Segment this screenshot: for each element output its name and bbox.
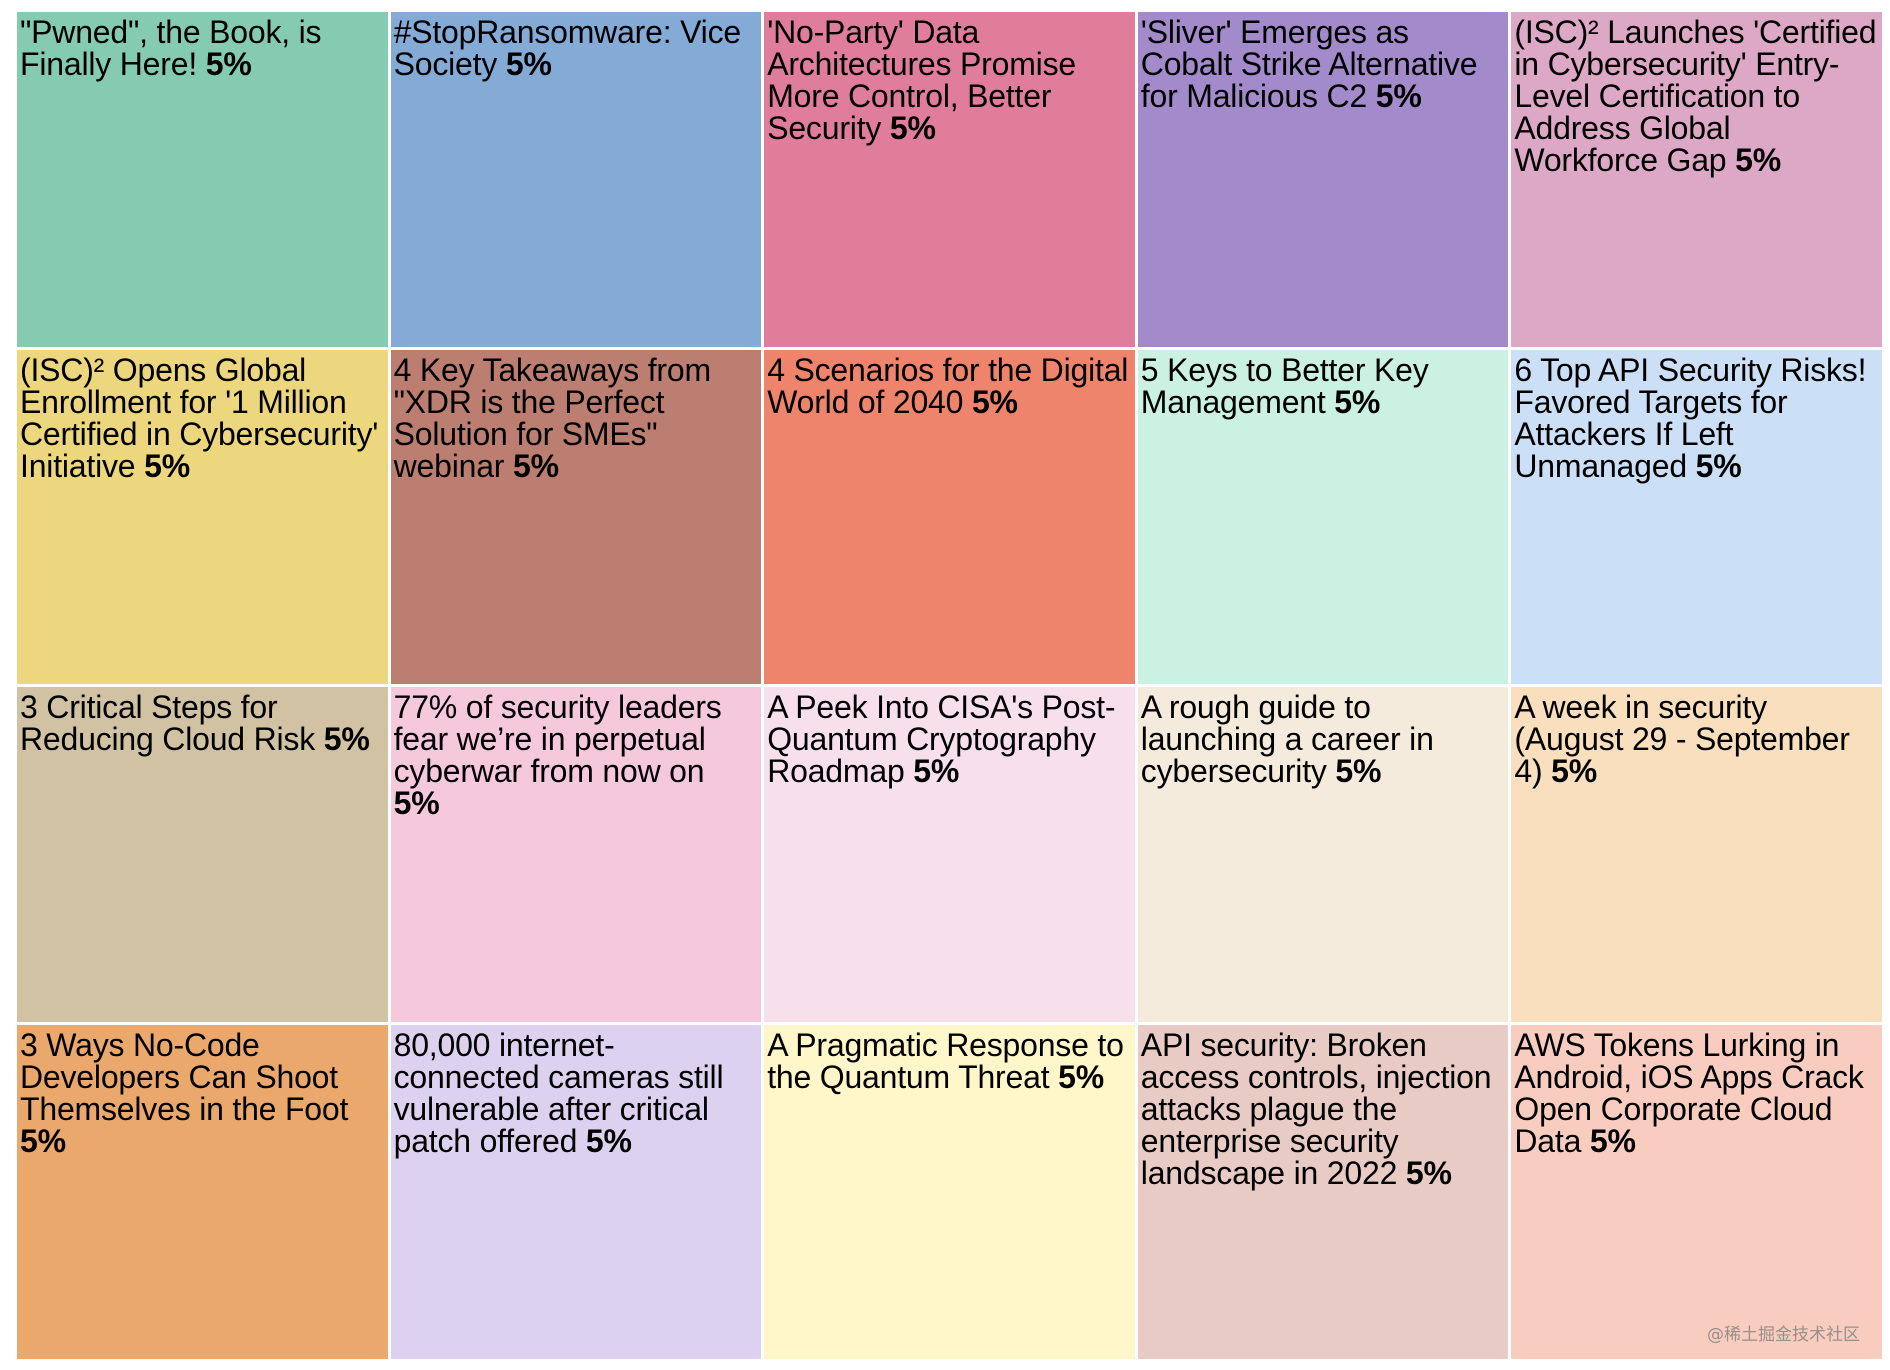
- treemap-cell[interactable]: (ISC)² Opens Global Enrollment for '1 Mi…: [17, 349, 388, 684]
- cell-value: 5%: [1589, 1122, 1636, 1159]
- cell-value: 5%: [20, 1122, 66, 1159]
- cell-label: 4 Key Takeaways from "XDR is the Perfect…: [393, 351, 712, 484]
- cell-label: 5 Keys to Better Key Management: [1140, 351, 1429, 420]
- treemap-cell[interactable]: A rough guide to launching a career in c…: [1137, 687, 1509, 1022]
- cell-value: 5%: [1335, 753, 1382, 789]
- cell-label: (ISC)² Opens Global Enrollment for '1 Mi…: [20, 351, 379, 484]
- cell-label: 80,000 internet-connected cameras still …: [393, 1026, 724, 1159]
- cell-label: A Pragmatic Response to the Quantum Thre…: [767, 1026, 1124, 1095]
- cell-label: "Pwned", the Book, is Finally Here!: [20, 14, 322, 82]
- treemap-cell[interactable]: 'No-Party' Data Architectures Promise Mo…: [764, 12, 1135, 347]
- treemap-cell[interactable]: A Peek Into CISA's Post-Quantum Cryptogr…: [764, 687, 1135, 1022]
- cell-value: 5%: [323, 721, 370, 757]
- cell-label: 'No-Party' Data Architectures Promise Mo…: [767, 14, 1076, 146]
- cell-value: 5%: [1551, 753, 1598, 789]
- cell-label: 3 Critical Steps for Reducing Cloud Risk: [20, 689, 316, 757]
- treemap-cell[interactable]: AWS Tokens Lurking in Android, iOS Apps …: [1511, 1024, 1882, 1359]
- treemap-chart: "Pwned", the Book, is Finally Here! 5% #S…: [17, 12, 1885, 1362]
- cell-value: 5%: [1695, 447, 1742, 484]
- cell-label: 4 Scenarios for the Digital World of 204…: [767, 351, 1129, 420]
- cell-label: 77% of security leaders fear we’re in pe…: [393, 689, 722, 789]
- cell-value: 5%: [393, 785, 440, 821]
- treemap-cell[interactable]: "Pwned", the Book, is Finally Here! 5%: [17, 12, 388, 347]
- cell-value: 5%: [512, 447, 559, 484]
- cell-value: 5%: [1405, 1154, 1452, 1191]
- cell-value: 5%: [1735, 142, 1781, 178]
- cell-label: A week in security (August 29 - Septembe…: [1514, 689, 1850, 789]
- treemap-cell[interactable]: 3 Ways No-Code Developers Can Shoot Them…: [17, 1024, 388, 1359]
- cell-label: A rough guide to launching a career in c…: [1140, 689, 1434, 789]
- cell-label: AWS Tokens Lurking in Android, iOS Apps …: [1514, 1026, 1864, 1159]
- treemap-cell[interactable]: 3 Critical Steps for Reducing Cloud Risk…: [17, 687, 388, 1022]
- cell-label: API security: Broken access controls, in…: [1140, 1026, 1492, 1191]
- cell-label: 3 Ways No-Code Developers Can Shoot Them…: [20, 1026, 349, 1127]
- cell-value: 5%: [205, 46, 252, 82]
- cell-label: 6 Top API Security Risks! Favored Target…: [1514, 351, 1867, 484]
- treemap-cell[interactable]: 4 Key Takeaways from "XDR is the Perfect…: [390, 349, 762, 684]
- watermark: @稀土掘金技术社区: [1707, 1325, 1860, 1345]
- treemap-cell[interactable]: 5 Keys to Better Key Management 5%: [1137, 349, 1509, 684]
- treemap-cell[interactable]: A Pragmatic Response to the Quantum Thre…: [764, 1024, 1135, 1359]
- treemap-cell[interactable]: API security: Broken access controls, in…: [1137, 1024, 1509, 1359]
- treemap-cell[interactable]: 6 Top API Security Risks! Favored Target…: [1511, 349, 1882, 684]
- treemap-cell[interactable]: A week in security (August 29 - Septembe…: [1511, 687, 1882, 1022]
- cell-label: (ISC)² Launches 'Certified in Cybersecur…: [1514, 14, 1877, 178]
- cell-value: 5%: [1058, 1058, 1104, 1095]
- treemap-cell[interactable]: #StopRansomware: Vice Society 5%: [390, 12, 762, 347]
- cell-value: 5%: [889, 110, 936, 146]
- cell-label: #StopRansomware: Vice Society: [393, 14, 742, 82]
- cell-value: 5%: [971, 383, 1018, 420]
- treemap-cell[interactable]: 'Sliver' Emerges as Cobalt Strike Altern…: [1137, 12, 1509, 347]
- cell-value: 5%: [144, 447, 190, 484]
- cell-value: 5%: [585, 1122, 632, 1159]
- cell-value: 5%: [1334, 383, 1381, 420]
- cell-value: 5%: [505, 46, 552, 82]
- cell-value: 5%: [913, 753, 960, 789]
- treemap-cell[interactable]: 4 Scenarios for the Digital World of 204…: [764, 349, 1135, 684]
- treemap-cell[interactable]: (ISC)² Launches 'Certified in Cybersecur…: [1511, 12, 1882, 347]
- cell-label: 'Sliver' Emerges as Cobalt Strike Altern…: [1140, 14, 1478, 114]
- treemap-cell[interactable]: 80,000 internet-connected cameras still …: [390, 1024, 762, 1359]
- cell-label: A Peek Into CISA's Post-Quantum Cryptogr…: [767, 689, 1116, 789]
- treemap-cell[interactable]: 77% of security leaders fear we’re in pe…: [390, 687, 762, 1022]
- cell-value: 5%: [1375, 78, 1422, 114]
